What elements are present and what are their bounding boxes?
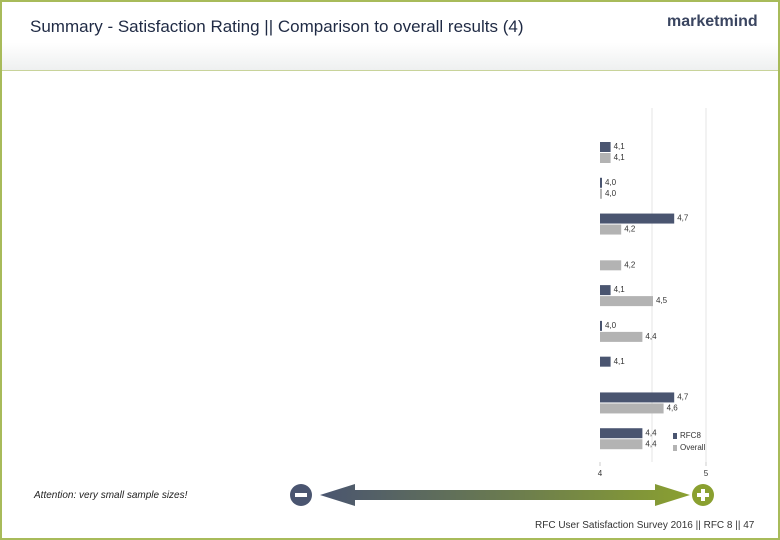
bar bbox=[600, 188, 602, 199]
plus-sign bbox=[701, 489, 705, 501]
value-label: 4,6 bbox=[667, 404, 679, 413]
value-label: 4,4 bbox=[645, 332, 657, 341]
value-label: 4,2 bbox=[624, 225, 636, 234]
bar bbox=[600, 296, 653, 307]
value-label: 4,0 bbox=[605, 178, 617, 187]
legend-label: RFC8 bbox=[680, 431, 701, 440]
value-label: 4,1 bbox=[614, 285, 626, 294]
legend-swatch bbox=[673, 433, 677, 439]
header bbox=[2, 2, 778, 71]
bar bbox=[600, 142, 611, 152]
minus-sign bbox=[295, 493, 307, 497]
logo: marketmind bbox=[667, 13, 758, 30]
footer: RFC User Satisfaction Survey 2016 || RFC… bbox=[535, 520, 755, 531]
value-label: 4,4 bbox=[645, 428, 657, 437]
bar bbox=[600, 356, 611, 367]
scale-arrow bbox=[320, 484, 690, 506]
slide-title: Summary - Satisfaction Rating || Compari… bbox=[30, 17, 524, 36]
value-label: 4,7 bbox=[677, 214, 689, 223]
note: Attention: very small sample sizes! bbox=[34, 490, 188, 501]
bar bbox=[600, 224, 622, 235]
bar bbox=[600, 403, 664, 414]
value-label: 4,0 bbox=[605, 189, 617, 198]
bar bbox=[600, 392, 675, 403]
legend-swatch bbox=[673, 445, 677, 451]
value-label: 4,1 bbox=[614, 153, 626, 162]
value-label: 4,0 bbox=[605, 321, 617, 330]
bar bbox=[600, 153, 611, 163]
bar bbox=[600, 177, 602, 188]
x-tick-label: 4 bbox=[598, 469, 603, 478]
value-label: 4,5 bbox=[656, 296, 668, 305]
bar bbox=[600, 285, 611, 296]
value-label: 4,2 bbox=[624, 260, 636, 269]
legend-label: Overall bbox=[680, 443, 706, 452]
value-label: 4,7 bbox=[677, 393, 689, 402]
bar bbox=[600, 428, 643, 439]
bar bbox=[600, 213, 675, 224]
bar bbox=[600, 439, 643, 450]
value-label: 4,1 bbox=[614, 357, 626, 366]
value-label: 4,4 bbox=[645, 439, 657, 448]
x-tick-label: 5 bbox=[704, 469, 709, 478]
bar bbox=[600, 331, 643, 342]
bar bbox=[600, 260, 622, 271]
bar bbox=[600, 320, 602, 331]
value-label: 4,1 bbox=[614, 142, 626, 151]
